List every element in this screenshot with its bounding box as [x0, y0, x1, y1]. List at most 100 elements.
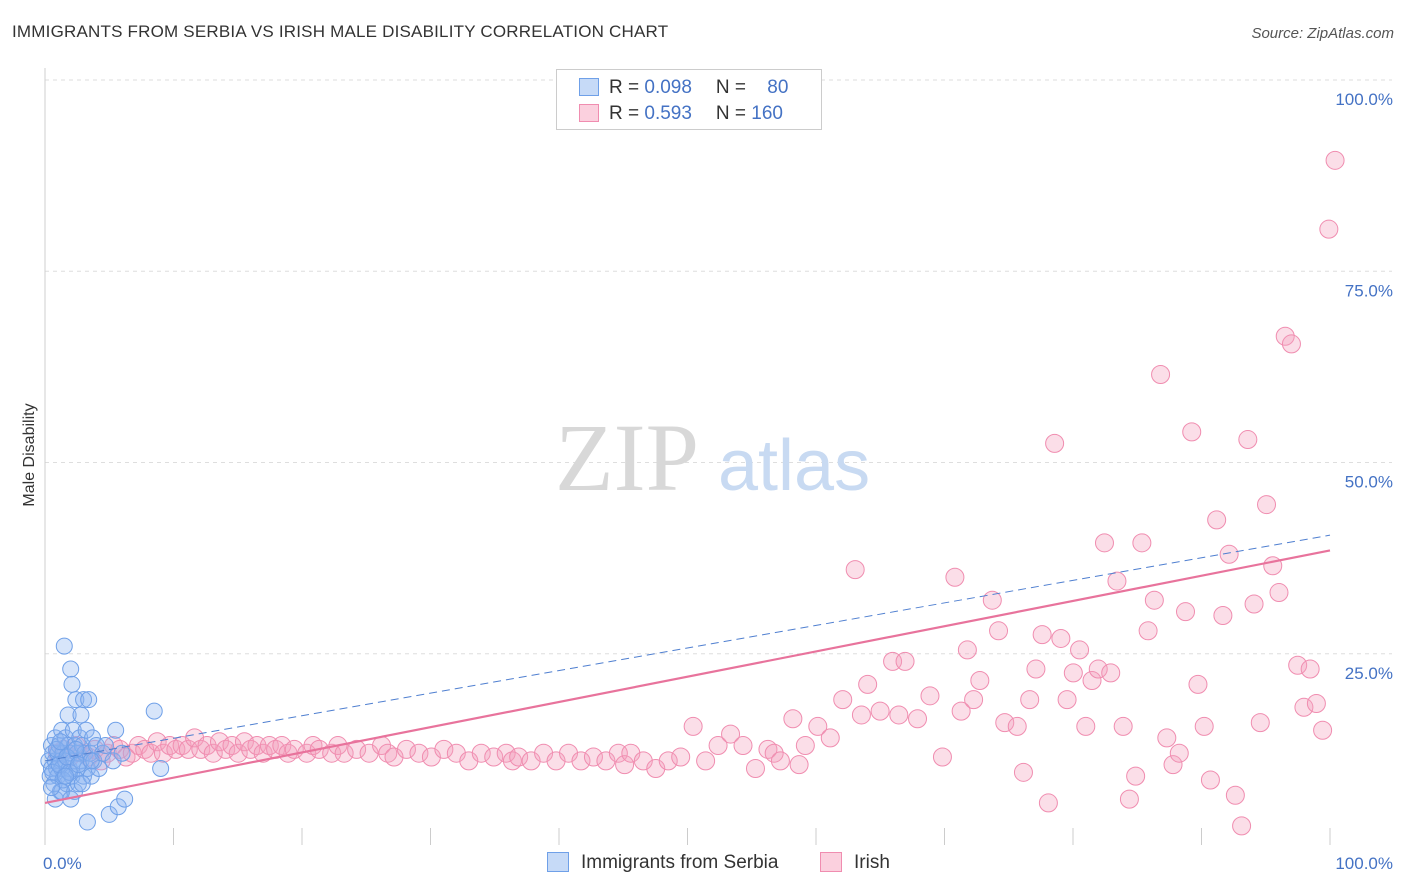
- irish-point: [920, 686, 940, 706]
- legend-r-label: R =: [609, 77, 645, 98]
- irish-point: [509, 747, 529, 767]
- irish-point: [496, 743, 516, 763]
- irish-point: [820, 728, 840, 748]
- irish-point: [808, 716, 828, 736]
- irish-point: [1325, 150, 1345, 170]
- irish-point: [908, 709, 928, 729]
- serbia-point: [72, 706, 90, 724]
- irish-point: [1238, 430, 1258, 450]
- irish-point: [1107, 571, 1127, 591]
- irish-point: [347, 739, 367, 759]
- irish-point: [484, 747, 504, 767]
- irish-point: [989, 621, 1009, 641]
- serbia-point: [59, 706, 77, 724]
- irish-point: [721, 724, 741, 744]
- irish-point: [434, 739, 454, 759]
- axes: [44, 68, 1331, 845]
- irish-point: [708, 736, 728, 756]
- irish-point: [1020, 690, 1040, 710]
- legend-swatch-serbia: [579, 78, 599, 96]
- irish-point: [153, 743, 173, 763]
- irish-point: [210, 732, 230, 752]
- trend-lines: [44, 534, 1331, 805]
- y-axis-label: Male Disability: [21, 403, 38, 506]
- irish-point: [1082, 671, 1102, 691]
- irish-point: [502, 751, 522, 771]
- bottom-legend-serbia: Immigrants from Serbia: [547, 852, 778, 874]
- irish-point: [1176, 602, 1196, 622]
- irish-point: [995, 713, 1015, 733]
- irish-point: [1294, 697, 1314, 717]
- irish-point: [1288, 655, 1308, 675]
- irish-point: [1138, 621, 1158, 641]
- irish-point: [471, 743, 491, 763]
- serbia-points: [40, 637, 170, 831]
- irish-point: [1269, 583, 1289, 603]
- serbia-point: [78, 813, 96, 831]
- tick-labels: 25.0% 50.0% 75.0% 100.0% 0.0% 100.0%: [43, 90, 1393, 873]
- bottom-legend-label-serbia: Immigrants from Serbia: [581, 852, 779, 873]
- irish-point: [845, 560, 865, 580]
- irish-point: [733, 736, 753, 756]
- irish-point: [683, 716, 703, 736]
- legend-r-value-serbia: 0.098: [644, 77, 692, 98]
- irish-point: [1088, 659, 1108, 679]
- irish-point: [122, 743, 142, 763]
- irish-point: [1026, 659, 1046, 679]
- gridlines: [45, 79, 1392, 655]
- legend-n-label: N =: [715, 103, 752, 124]
- irish-point: [982, 590, 1002, 610]
- irish-point: [1225, 785, 1245, 805]
- legend-row-irish: R = 0.593 N = 160: [579, 103, 783, 125]
- irish-point: [745, 759, 765, 778]
- x-tick-label: 0.0%: [43, 854, 82, 873]
- source-credit: Source: ZipAtlas.com: [1251, 25, 1394, 42]
- irish-point: [851, 705, 871, 725]
- irish-point: [951, 701, 971, 721]
- serbia-point: [80, 691, 98, 709]
- irish-point: [970, 671, 990, 691]
- irish-point: [571, 751, 591, 771]
- serbia-point: [63, 675, 81, 693]
- serbia-point: [116, 790, 134, 808]
- irish-point: [272, 736, 292, 756]
- irish-point: [895, 651, 915, 671]
- irish-point: [203, 743, 223, 763]
- irish-point: [1207, 510, 1227, 530]
- serbia-point: [145, 702, 163, 720]
- legend-r-value-irish: 0.593: [644, 103, 692, 124]
- irish-point: [228, 743, 248, 763]
- trend-line-serbia: [44, 534, 1331, 762]
- correlation-legend: R = 0.098 N = 80 R = 0.593 N = 160: [556, 69, 822, 130]
- irish-point: [964, 690, 984, 710]
- y-tick-label: 25.0%: [1345, 664, 1393, 683]
- irish-point: [253, 743, 273, 763]
- irish-point: [1306, 693, 1326, 713]
- legend-n-value-irish: 160: [751, 103, 783, 124]
- serbia-point: [107, 721, 125, 739]
- irish-point: [870, 701, 890, 721]
- y-tick-label: 50.0%: [1345, 473, 1393, 492]
- irish-point: [1250, 713, 1270, 733]
- irish-point: [1244, 594, 1264, 614]
- trend-line-irish: [44, 549, 1331, 805]
- irish-point: [615, 755, 635, 775]
- irish-point: [216, 739, 236, 759]
- legend-n-label: N =: [715, 77, 752, 98]
- irish-point: [945, 567, 965, 587]
- irish-point: [378, 743, 398, 763]
- irish-point: [758, 739, 778, 759]
- serbia-point: [69, 756, 87, 774]
- irish-point: [241, 739, 261, 759]
- serbia-point: [152, 760, 170, 777]
- irish-point: [1200, 770, 1220, 790]
- irish-point: [396, 739, 416, 759]
- irish-point: [1126, 766, 1146, 786]
- irish-point: [1313, 720, 1333, 740]
- serbia-point: [75, 691, 93, 709]
- irish-point: [197, 736, 217, 756]
- serbia-point: [42, 779, 60, 797]
- irish-point: [1070, 640, 1090, 660]
- bottom-legend-swatch-irish: [820, 852, 842, 872]
